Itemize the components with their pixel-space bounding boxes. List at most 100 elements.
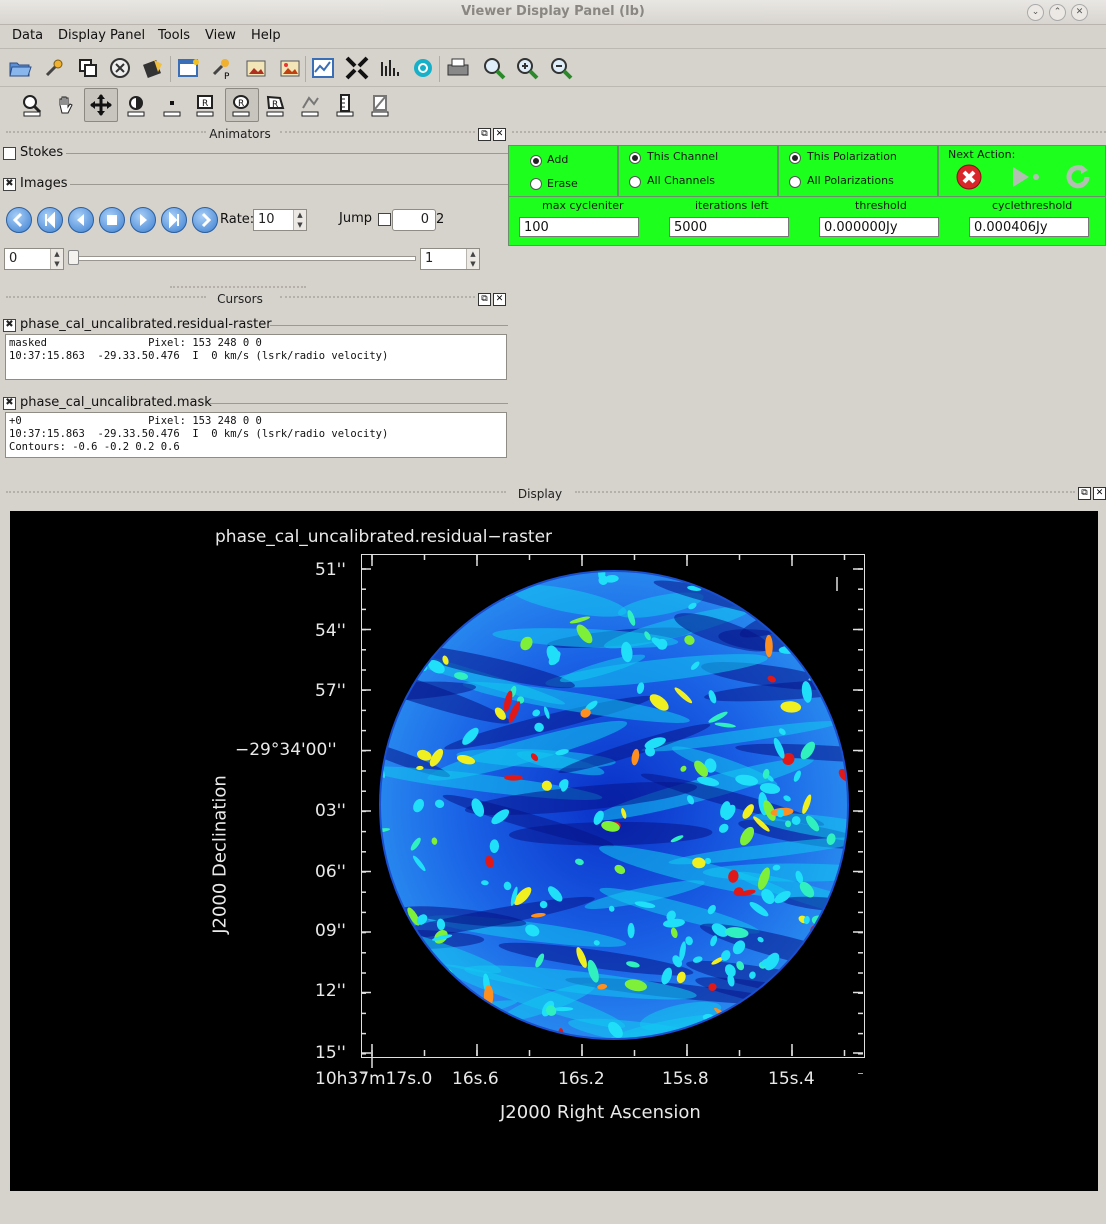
stokes-checkbox[interactable] [3, 147, 16, 160]
close-panel-icon[interactable]: ✕ [493, 293, 506, 306]
menu-view[interactable]: View [205, 28, 236, 43]
ytick-label: 54'' [315, 621, 346, 641]
chart-icon[interactable] [311, 56, 335, 80]
refresh-icon[interactable] [1063, 162, 1093, 192]
copy-icon[interactable] [76, 56, 100, 80]
frame-end-spinbox[interactable]: 1 ▲ ▼ [420, 248, 480, 270]
frame-start-spinbox[interactable]: 0 ▲ ▼ [4, 248, 64, 270]
frame-slider-handle[interactable] [68, 250, 79, 265]
move-arrows-icon[interactable] [89, 93, 113, 117]
frame-slider[interactable] [70, 256, 416, 261]
menu-help[interactable]: Help [251, 28, 281, 43]
texture-blob [593, 940, 600, 946]
cursor-residual-checkbox[interactable]: ✖ [3, 319, 16, 332]
all-channels-radio[interactable] [629, 176, 641, 188]
shrink-icon[interactable] [345, 56, 369, 80]
close-circle-icon[interactable] [108, 56, 132, 80]
texture-blob [704, 857, 712, 865]
jump-checkbox[interactable] [378, 213, 391, 226]
save-disk-icon[interactable] [142, 56, 166, 80]
image-export-icon[interactable] [278, 56, 302, 80]
rewind-button[interactable] [6, 207, 32, 233]
close-panel-icon[interactable]: ✕ [493, 128, 506, 141]
spin-arrows-icon[interactable]: ▲ ▼ [293, 210, 306, 230]
continue-clean-icon[interactable] [1009, 163, 1045, 191]
histogram-icon[interactable] [378, 56, 402, 80]
point-icon[interactable] [160, 93, 184, 117]
new-panel-icon[interactable] [177, 56, 201, 80]
polyline-icon[interactable] [298, 93, 322, 117]
texture-blob [663, 918, 685, 928]
add-radio[interactable] [530, 155, 542, 167]
texture-blob [714, 722, 736, 728]
open-folder-icon[interactable] [8, 56, 32, 80]
zoom-fit-icon[interactable] [482, 56, 506, 80]
all-polarizations-radio[interactable] [789, 176, 801, 188]
texture-blob [738, 889, 756, 897]
image-save-icon[interactable] [244, 56, 268, 80]
ruler-icon[interactable] [333, 93, 357, 117]
zoom-tool-icon[interactable] [20, 93, 44, 117]
jump-spinbox[interactable]: 0 [392, 209, 436, 231]
texture-blob [656, 638, 668, 650]
cursor-mask-checkbox[interactable]: ✖ [3, 397, 16, 410]
float-panel-icon[interactable]: ⧉ [1078, 487, 1091, 500]
zoom-in-icon[interactable] [515, 56, 539, 80]
close-panel-icon[interactable]: ✕ [1093, 487, 1106, 500]
texture-blob [694, 760, 709, 777]
zoom-out-icon[interactable] [549, 56, 573, 80]
iterations-left-input[interactable]: 5000 [669, 217, 789, 237]
close-icon[interactable]: ✕ [1071, 4, 1088, 21]
this-channel-radio[interactable] [629, 152, 641, 164]
menu-display-panel[interactable]: Display Panel [58, 28, 146, 43]
step-forward-button[interactable] [130, 207, 156, 233]
svg-text:R: R [272, 100, 278, 110]
float-panel-icon[interactable]: ⧉ [478, 128, 491, 141]
ellipse-region-icon[interactable]: R [229, 93, 253, 117]
jump-label: Jump [339, 211, 372, 226]
ytick-label: 09'' [315, 921, 346, 941]
plot-frame [361, 554, 865, 1058]
menu-data[interactable]: Data [12, 28, 44, 43]
threshold-input[interactable]: 0.000000Jy [819, 217, 939, 237]
contrast-icon[interactable] [124, 93, 148, 117]
float-panel-icon[interactable]: ⧉ [478, 293, 491, 306]
wrench-icon[interactable] [42, 56, 66, 80]
grip-dots [6, 296, 206, 301]
maximize-icon[interactable]: ⌃ [1049, 4, 1066, 21]
spin-arrows-icon[interactable]: ▲ ▼ [50, 249, 63, 269]
minimize-icon[interactable]: ⌄ [1027, 4, 1044, 21]
texture-blob [711, 923, 729, 937]
images-checkbox[interactable]: ✖ [3, 178, 16, 191]
print-options-icon[interactable]: P [210, 56, 234, 80]
ytick-label: −29°34'00'' [235, 740, 337, 760]
menu-tools[interactable]: Tools [158, 28, 191, 43]
display-canvas[interactable]: phase_cal_uncalibrated.residual−raster 5… [10, 511, 1098, 1191]
rectangle-region-icon[interactable]: R [193, 93, 217, 117]
texture-blob [627, 610, 636, 626]
texture-blob [597, 983, 608, 990]
play-forward-button[interactable] [192, 207, 218, 233]
to-start-button[interactable] [37, 207, 63, 233]
step-forward-icon [140, 214, 147, 226]
mouse-tools-toolbar: R R R [0, 88, 420, 122]
spin-arrows-icon[interactable]: ▲ ▼ [466, 249, 479, 269]
erase-radio[interactable] [530, 178, 542, 190]
max-cycleniter-input[interactable]: 100 [519, 217, 639, 237]
cyclethreshold-input[interactable]: 0.000406Jy [969, 217, 1089, 237]
step-back-button[interactable] [68, 207, 94, 233]
texture-blob [800, 741, 816, 760]
move-tool-button[interactable] [84, 88, 118, 122]
this-polarization-radio[interactable] [789, 152, 801, 164]
printer-icon[interactable] [446, 56, 470, 80]
to-end-button[interactable] [161, 207, 187, 233]
stop-button[interactable] [99, 207, 125, 233]
texture-blob [621, 808, 627, 819]
polygon-region-icon[interactable]: R [263, 93, 287, 117]
position-icon[interactable] [368, 93, 392, 117]
stop-clean-icon[interactable] [955, 163, 983, 191]
pan-hand-icon[interactable] [54, 93, 78, 117]
rate-spinbox[interactable]: 10 ▲ ▼ [253, 209, 307, 231]
target-icon[interactable] [411, 56, 435, 80]
texture-blob [552, 1007, 574, 1012]
